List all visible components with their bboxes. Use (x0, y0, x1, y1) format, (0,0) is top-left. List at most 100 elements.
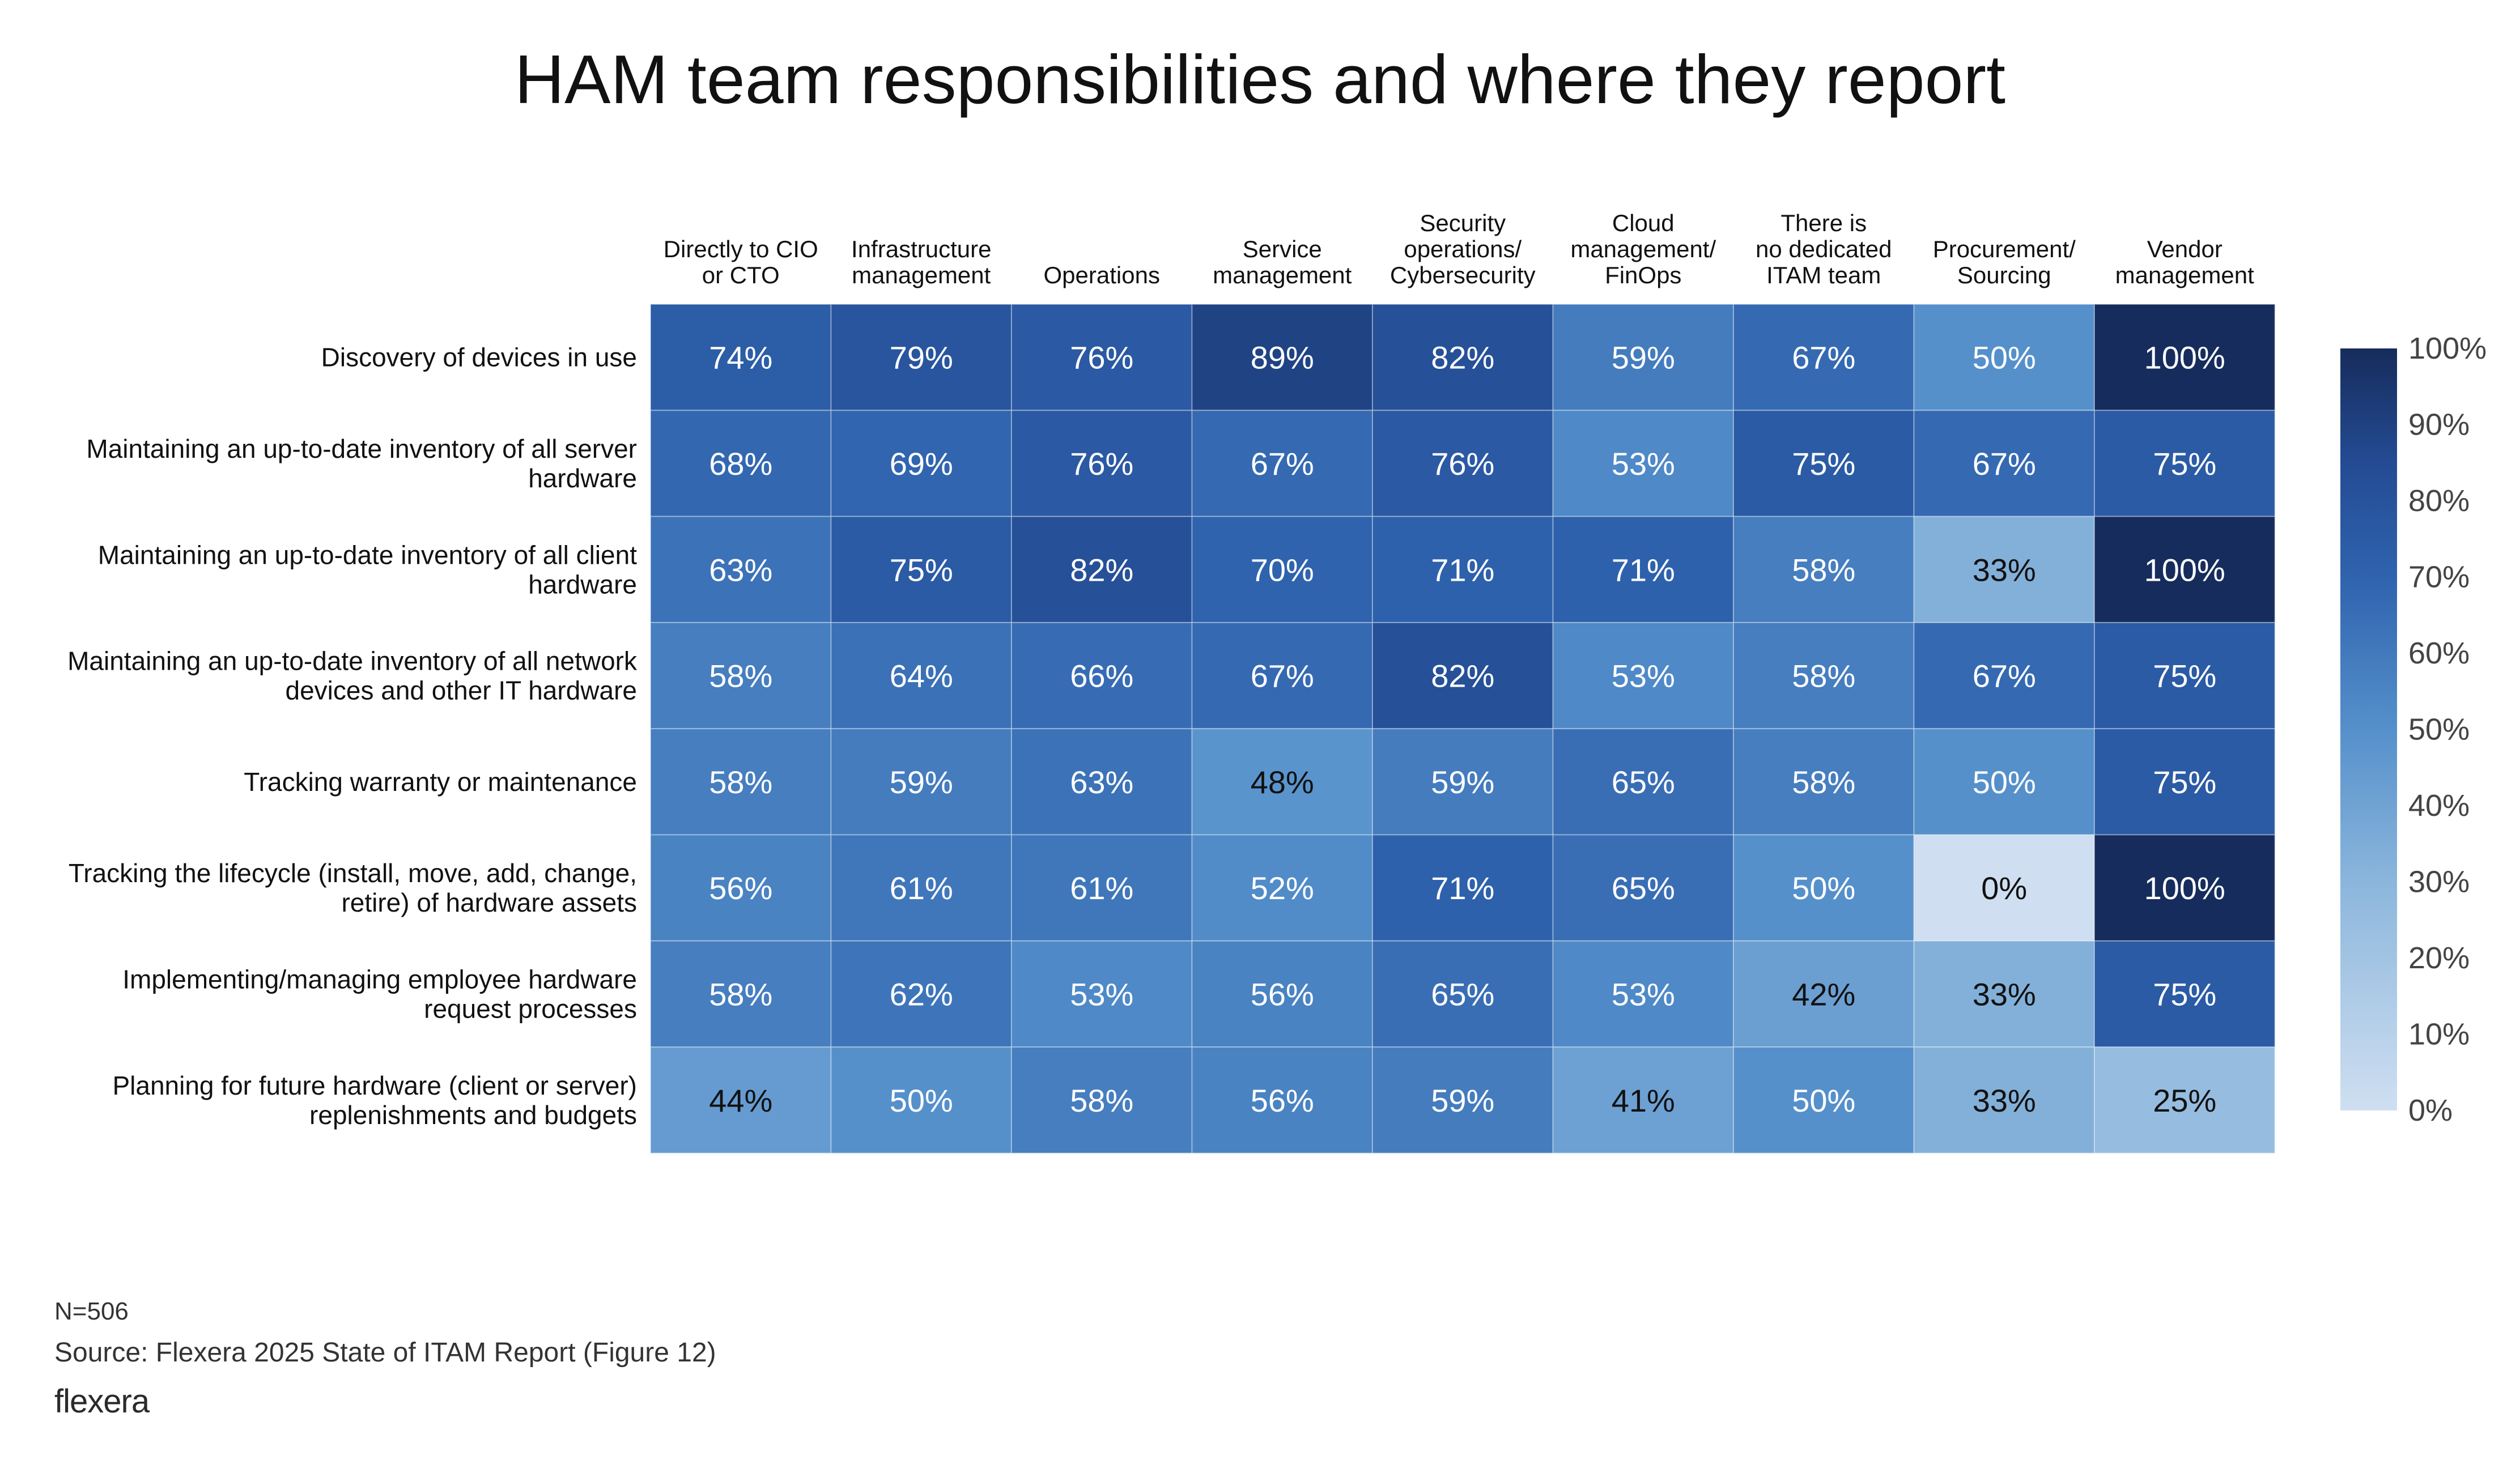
cell-value-label: 50% (1792, 1083, 1855, 1118)
cell-value-label: 100% (2144, 552, 2225, 588)
heatmap-cell (2094, 1046, 2276, 1154)
heatmap-cell (1191, 622, 1373, 730)
cell-value-label: 33% (1973, 976, 2036, 1012)
cell-value-label: 67% (1251, 446, 1314, 482)
column-label: Security operations/Cybersecurity (1390, 210, 1536, 288)
heatmap-cell (1552, 834, 1734, 942)
heatmap-cell (650, 516, 832, 623)
cell-value-label: 53% (1070, 976, 1133, 1012)
colorbar-tick-label: 50% (2408, 713, 2470, 747)
cell-value-label: 58% (709, 976, 772, 1012)
heatmap-cell (1913, 728, 2095, 836)
heatmap-cell (650, 834, 832, 942)
heatmap-cell (1913, 622, 2095, 730)
cell-value-label: 53% (1612, 976, 1675, 1012)
cell-value-label: 56% (1251, 976, 1314, 1012)
cell-value-label: 59% (1431, 764, 1494, 800)
cell-value-label: 75% (2153, 446, 2216, 482)
heatmap-cell (1372, 410, 1554, 517)
cell-value-label: 67% (1251, 658, 1314, 694)
cell-value-label: 70% (1251, 552, 1314, 588)
cell-value-label: 25% (2153, 1083, 2216, 1118)
cell-value-label: 65% (1431, 976, 1494, 1012)
column-label: Vendor management (2115, 236, 2254, 288)
cell-value-label: 58% (709, 658, 772, 694)
cell-value-label: 50% (1973, 764, 2036, 800)
cell-value-label: 75% (2153, 976, 2216, 1012)
heatmap-cell (1913, 410, 2095, 517)
heatmap-cell (1733, 1046, 1915, 1154)
heatmap-cell (1913, 1046, 2095, 1154)
cell-value-label: 58% (1070, 1083, 1133, 1118)
cell-value-label: 56% (709, 870, 772, 906)
cell-value-label: 100% (2144, 340, 2225, 376)
heatmap-cell (2094, 940, 2276, 1048)
cell-value-label: 82% (1431, 340, 1494, 376)
row-label: Tracking the lifecycle (install, move, a… (69, 858, 637, 917)
cell-value-label: 50% (890, 1083, 953, 1118)
heatmap-cell (1733, 834, 1915, 942)
heatmap-cell (830, 304, 1012, 411)
heatmap-cell (1011, 1046, 1193, 1154)
heatmap-cell (1191, 516, 1373, 623)
cell-value-label: 56% (1251, 1083, 1314, 1118)
cell-value-label: 59% (1612, 340, 1675, 376)
heatmap-cell (1733, 516, 1915, 623)
cell-value-label: 67% (1973, 658, 2036, 694)
cell-value-label: 59% (1431, 1083, 1494, 1118)
heatmap-cell (1552, 1046, 1734, 1154)
heatmap-cell (1552, 940, 1734, 1048)
row-label: Maintaining an up-to-date inventory of a… (98, 540, 637, 599)
heatmap-cell (650, 940, 832, 1048)
heatmap-cell (1913, 834, 2095, 942)
cell-value-label: 79% (890, 340, 953, 376)
heatmap-cell (830, 622, 1012, 730)
cell-value-label: 66% (1070, 658, 1133, 694)
cell-value-label: 50% (1973, 340, 2036, 376)
heatmap-cell (2094, 304, 2276, 411)
heatmap-cell (650, 1046, 832, 1154)
heatmap-cell (1552, 622, 1734, 730)
cell-value-label: 59% (890, 764, 953, 800)
cell-value-label: 50% (1792, 870, 1855, 906)
cell-value-label: 69% (890, 446, 953, 482)
heatmap-cell (1011, 304, 1193, 411)
heatmap-cell (1552, 410, 1734, 517)
colorbar-tick-label: 0% (2408, 1093, 2453, 1127)
cell-value-label: 75% (2153, 764, 2216, 800)
colorbar-tick-label: 90% (2408, 408, 2470, 442)
heatmap-cell (1191, 940, 1373, 1048)
colorbar-tick-label: 40% (2408, 789, 2470, 823)
cell-value-label: 82% (1070, 552, 1133, 588)
heatmap-cell (830, 1046, 1012, 1154)
heatmap-cell (1372, 516, 1554, 623)
heatmap-cell (1372, 728, 1554, 836)
cell-value-label: 65% (1612, 870, 1675, 906)
colorbar-gradient (2340, 348, 2397, 1110)
source-note: Source: Flexera 2025 State of ITAM Repor… (54, 1338, 716, 1368)
cell-value-label: 75% (890, 552, 953, 588)
cell-value-label: 82% (1431, 658, 1494, 694)
heatmap-cell (1733, 728, 1915, 836)
heatmap-cell (1191, 834, 1373, 942)
cell-value-label: 63% (1070, 764, 1133, 800)
flexera-logo: flexera (54, 1383, 150, 1420)
colorbar: 0% 10% 20% 30% 40% 50% 60% 70% 80% 90% 100% (2340, 331, 2487, 1127)
row-label: Tracking warranty or maintenance (244, 767, 637, 797)
cell-value-label: 71% (1431, 552, 1494, 588)
heatmap-cell (1733, 622, 1915, 730)
row-label: Implementing/managing employee hardware r… (122, 964, 637, 1023)
heatmap-cell (1011, 728, 1193, 836)
heatmap-cell (650, 410, 832, 517)
cell-value-label: 53% (1612, 658, 1675, 694)
cell-value-label: 100% (2144, 870, 2225, 906)
cell-value-label: 58% (1792, 764, 1855, 800)
heatmap-cell (1011, 834, 1193, 942)
heatmap-cell (830, 834, 1012, 942)
cell-value-label: 89% (1251, 340, 1314, 376)
cell-value-label: 75% (2153, 658, 2216, 694)
cell-value-label: 48% (1251, 764, 1314, 800)
row-label: Planning for future hardware (client or … (112, 1071, 637, 1130)
cell-value-label: 58% (709, 764, 772, 800)
